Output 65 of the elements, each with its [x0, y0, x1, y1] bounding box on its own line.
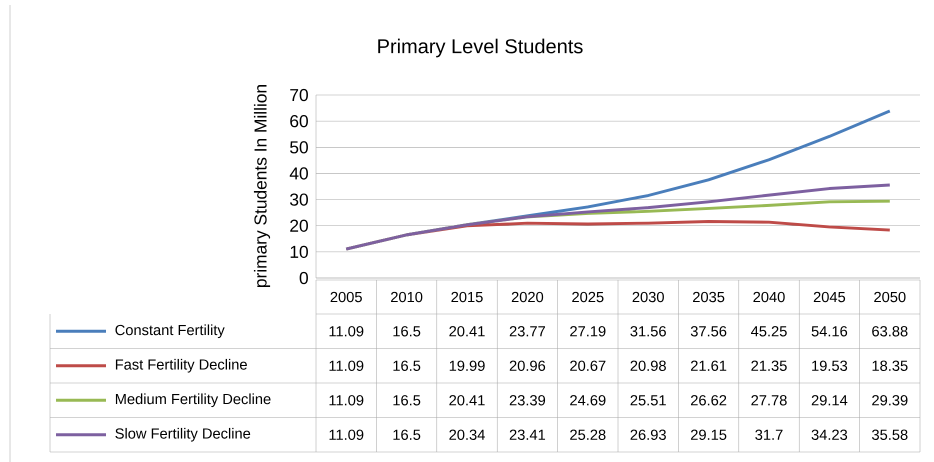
data-label: 26.93 — [630, 430, 666, 440]
data-label: 11.09 — [330, 326, 364, 336]
x-tick-label: 2010 — [391, 292, 422, 302]
data-label: 18.35 — [872, 360, 908, 371]
data-label: 20.67 — [570, 360, 606, 371]
data-label: 20.98 — [630, 360, 666, 371]
data-label: 11.09 — [330, 360, 364, 371]
data-label: 27.78 — [751, 395, 787, 406]
x-tick-label: 2045 — [814, 292, 846, 302]
data-label: 34.23 — [812, 430, 848, 440]
data-label: 63.88 — [872, 326, 908, 336]
data-label: 20.34 — [449, 430, 485, 440]
legend-label: Fast Fertility Decline — [116, 358, 247, 373]
data-label: 31.56 — [630, 326, 666, 336]
line-series — [344, 184, 892, 250]
data-label: 27.19 — [570, 326, 606, 336]
data-label: 23.77 — [510, 326, 546, 336]
y-tick-label: 70 — [290, 88, 308, 102]
x-tick-label: 2020 — [512, 292, 544, 302]
data-label: 29.14 — [812, 395, 848, 406]
data-label: 37.56 — [690, 326, 726, 336]
x-tick-label: 2050 — [874, 292, 906, 302]
x-tick-label: 2005 — [330, 292, 362, 302]
data-label: 16.5 — [393, 395, 420, 406]
x-tick-label: 2040 — [753, 292, 785, 302]
data-label: 31.7 — [755, 430, 783, 440]
data-label: 25.51 — [630, 395, 666, 406]
x-tick-label: 2030 — [632, 292, 664, 302]
x-tick-label: 2035 — [693, 292, 724, 302]
y-axis-title: primary Students In Million — [254, 85, 270, 288]
x-tick-label: 2015 — [451, 292, 483, 302]
data-label: 11.09 — [330, 395, 364, 406]
data-label: 25.28 — [570, 430, 606, 440]
data-label: 35.58 — [872, 430, 908, 440]
data-label: 29.39 — [872, 395, 908, 406]
y-tick-label: 0 — [300, 272, 308, 284]
data-label: 23.41 — [510, 430, 546, 440]
legend-label: Slow Fertility Decline — [115, 428, 250, 442]
data-label: 29.15 — [690, 430, 726, 440]
data-label: 21.61 — [690, 360, 726, 371]
data-label: 16.5 — [393, 360, 420, 371]
data-label: 54.16 — [812, 326, 848, 336]
data-label: 26.62 — [690, 395, 726, 406]
y-tick-label: 20 — [290, 220, 308, 232]
chart-title: Primary Level Students — [378, 38, 583, 58]
data-label: 20.41 — [449, 326, 485, 336]
legend-label: Medium Fertility Decline — [116, 393, 271, 408]
y-tick-label: 50 — [290, 141, 308, 154]
x-tick-label: 2025 — [572, 292, 604, 302]
data-label: 45.25 — [750, 326, 787, 336]
data-label: 20.96 — [510, 360, 546, 371]
data-label: 19.53 — [812, 360, 848, 371]
y-tick-label: 40 — [290, 167, 308, 180]
y-tick-label: 30 — [290, 193, 308, 206]
data-label: 11.09 — [330, 430, 364, 440]
data-label: 24.69 — [570, 395, 606, 406]
data-label: 19.99 — [450, 360, 485, 371]
data-label: 21.35 — [751, 360, 787, 371]
legend-label: Constant Fertility — [115, 324, 225, 338]
data-label: 16.5 — [393, 430, 420, 440]
y-tick-label: 10 — [290, 246, 308, 258]
data-label: 23.39 — [510, 395, 546, 406]
data-label: 20.41 — [449, 395, 485, 406]
data-label: 16.5 — [393, 326, 420, 336]
y-tick-label: 60 — [290, 115, 308, 128]
